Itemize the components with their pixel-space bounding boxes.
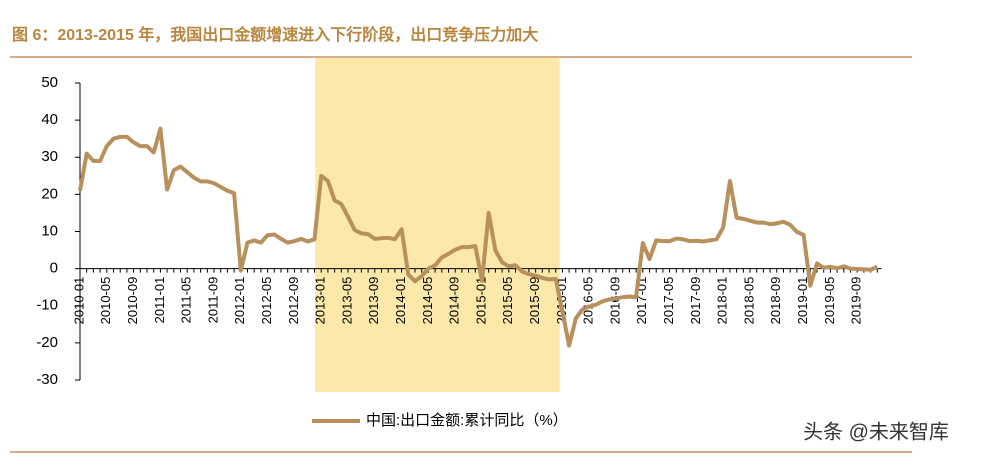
x-tick-label: 2010-09 [125,277,140,325]
x-tick-label: 2018-09 [768,277,783,325]
x-tick-label: 2012-09 [286,277,301,325]
x-tick-label: 2013-05 [339,277,354,325]
x-tick-label: 2015-05 [500,277,515,325]
x-tick-label: 2015-01 [473,277,488,325]
y-tick-label: -20 [36,334,58,351]
x-tick-label: 2019-09 [849,277,864,325]
x-tick-label: 2013-09 [366,277,381,325]
y-tick-label: 40 [41,111,58,128]
x-tick-label: 2011-01 [152,277,167,324]
x-tick-label: 2016-05 [581,277,596,325]
x-tick-label: 2014-05 [420,277,435,325]
legend-label: 中国:出口金额:累计同比（%） [366,412,568,429]
x-tick-label: 2011-05 [179,277,194,324]
y-tick-label: -30 [36,371,58,388]
x-tick-label: 2014-01 [393,277,408,325]
y-tick-label: 50 [41,74,58,91]
y-tick-label: -10 [36,297,58,314]
chart-title: 图 6：2013-2015 年，我国出口金额增速进入下行阶段，出口竞争压力加大 [12,25,538,44]
x-tick-label: 2015-09 [527,277,542,325]
x-tick-label: 2018-05 [741,277,756,325]
x-tick-label: 2017-09 [688,277,703,325]
highlight-band [315,58,560,392]
x-tick-label: 2010-01 [71,277,86,325]
x-tick-label: 2014-09 [447,277,462,325]
x-tick-label: 2012-05 [259,277,274,325]
y-tick-label: 30 [41,148,58,165]
series-line [78,126,879,348]
x-tick-label: 2011-09 [205,277,220,324]
x-tick-label: 2013-01 [313,277,328,325]
y-tick-label: 10 [41,222,58,239]
y-tick-label: 0 [50,260,58,277]
y-tick-label: 20 [41,185,58,202]
x-tick-label: 2017-05 [661,277,676,325]
x-tick-label: 2012-01 [232,277,247,325]
x-tick-label: 2010-05 [98,277,113,325]
x-tick-label: 2019-05 [822,277,837,325]
watermark: 头条 @未来智库 [803,420,949,443]
plot: -30 -20 -10 0 10 20 30 40 50 2010-01 2010-05 2010-0… [36,58,882,429]
x-tick-label: 2019-01 [795,277,810,325]
x-tick-label: 2018-01 [715,277,730,325]
